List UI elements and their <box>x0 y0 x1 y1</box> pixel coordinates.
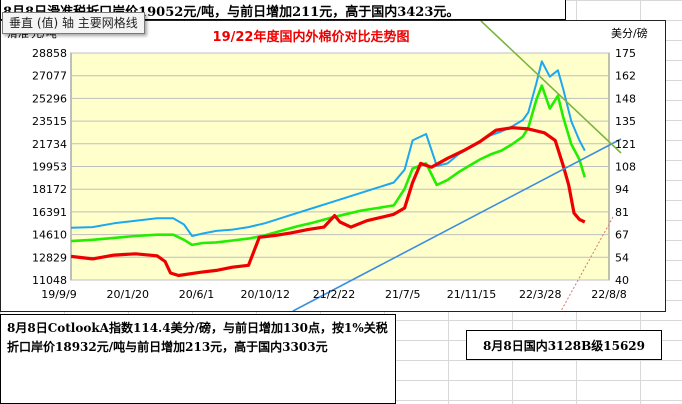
left-tick-label: 11048 <box>32 274 67 287</box>
x-tick-label: 22/3/28 <box>519 288 561 301</box>
left-tick-label: 28858 <box>32 47 67 60</box>
cotton-price-chart[interactable]: 11048 12829 14610 16391 18172 19953 21734 23515… <box>1 20 665 312</box>
series-line-red <box>70 126 586 278</box>
series-line-cyan <box>70 60 586 237</box>
left-tick-label: 21734 <box>32 138 67 151</box>
x-tick-label: 20/10/12 <box>241 288 290 301</box>
left-tick-label: 12829 <box>32 251 67 264</box>
chart-area[interactable]: 11048 12829 14610 16391 18172 19953 21734 23515… <box>0 20 666 312</box>
trendline-up <box>292 138 622 312</box>
trendline-down <box>480 20 622 154</box>
right-tick-label: 81 <box>615 206 629 219</box>
left-axis-ticks: 11048 12829 14610 16391 18172 19953 21734 23515… <box>32 47 67 287</box>
x-tick-label: 21/2/22 <box>313 288 355 301</box>
series-line-green <box>70 84 587 247</box>
x-tick-label: 22/8/8 <box>591 288 626 301</box>
gridline-tooltip: 垂直 (值) 轴 主要网格线 <box>2 12 145 34</box>
right-axis-label: 美分/磅 <box>611 26 648 40</box>
right-tick-label: 121 <box>615 138 636 151</box>
right-tick-label: 94 <box>615 183 629 196</box>
right-tick-label: 108 <box>615 161 636 174</box>
x-tick-label: 21/7/5 <box>385 288 420 301</box>
x-tick-label: 19/9/9 <box>41 288 76 301</box>
domestic-price-note: 8月8日国内3128B级15629 <box>466 330 662 360</box>
right-tick-label: 162 <box>615 70 636 83</box>
right-axis-ticks: 40 54 67 81 94 108 121 135 148 162 175 <box>615 47 636 287</box>
series-layer <box>70 60 587 278</box>
x-tick-label: 20/1/20 <box>107 288 149 301</box>
right-tick-label: 67 <box>615 229 629 242</box>
left-tick-label: 14610 <box>32 229 67 242</box>
x-tick-label: 20/6/1 <box>179 288 214 301</box>
left-tick-label: 18172 <box>32 183 67 196</box>
trendlines <box>292 20 622 312</box>
left-tick-label: 27077 <box>32 70 67 83</box>
cotlook-note: 8月8日CotlookA指数114.4美分/磅，与前日增加130点，按1%关税折… <box>0 314 396 404</box>
left-tick-label: 19953 <box>32 161 67 174</box>
right-tick-label: 148 <box>615 92 636 105</box>
x-axis-ticks: 19/9/9 20/1/20 20/6/1 20/10/12 21/2/22 21/7/5… <box>41 288 626 301</box>
trendline-dotted <box>560 216 614 312</box>
left-tick-label: 25296 <box>32 92 67 105</box>
right-tick-label: 40 <box>615 274 629 287</box>
right-tick-label: 175 <box>615 47 636 60</box>
left-tick-label: 23515 <box>32 115 67 128</box>
right-tick-label: 135 <box>615 115 636 128</box>
chart-title: 19/22年度国内外棉价对比走势图 <box>213 29 410 45</box>
left-tick-label: 16391 <box>32 206 67 219</box>
x-tick-label: 21/11/15 <box>447 288 496 301</box>
right-tick-label: 54 <box>615 251 629 264</box>
